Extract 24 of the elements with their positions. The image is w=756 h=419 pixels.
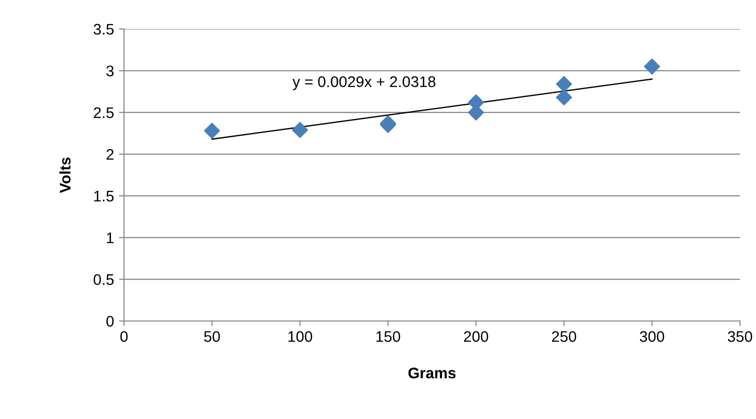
- x-tick-label: 250: [552, 331, 576, 342]
- point: [644, 58, 660, 75]
- x-axis-title: Grams: [408, 368, 456, 378]
- x-tick-label: 50: [204, 331, 220, 342]
- y-tick-label: 1: [106, 232, 114, 244]
- x-tick-label: 300: [640, 331, 664, 342]
- y-tick-label: 2: [106, 149, 114, 160]
- x-tick-label: 200: [464, 331, 488, 342]
- x-tick-label: 350: [728, 331, 752, 342]
- y-tick-label: 1.5: [94, 190, 114, 202]
- y-tick-label: 3: [106, 66, 114, 76]
- point: [204, 122, 220, 139]
- point: [556, 76, 572, 92]
- y-tick-label: 0.5: [94, 274, 114, 285]
- annotation: y = 0.0029x + 2.0318: [292, 76, 436, 90]
- point: [292, 122, 308, 138]
- y-tick-label: 3.5: [94, 24, 114, 35]
- point: [556, 89, 572, 106]
- x-tick-label: 150: [376, 331, 400, 342]
- y-tick-label: 0: [106, 316, 114, 327]
- x-tick-label: 100: [288, 331, 312, 342]
- x-tick-label: 0: [120, 331, 128, 342]
- y-axis-title: Volts: [59, 158, 71, 194]
- y-tick-label: 2.5: [94, 107, 114, 118]
